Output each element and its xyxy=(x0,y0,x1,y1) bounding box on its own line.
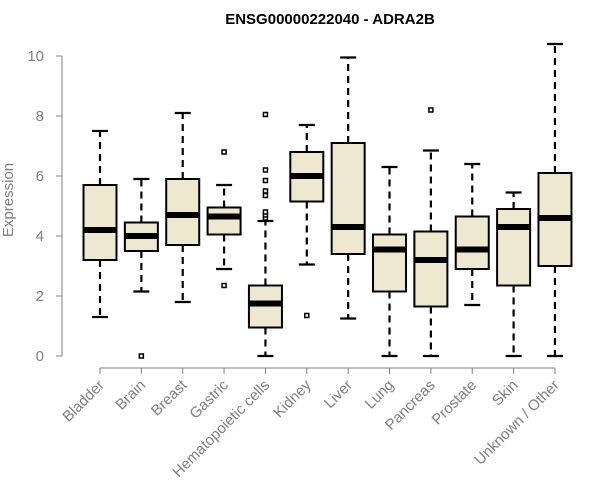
box-group-pancreas xyxy=(413,107,449,358)
box-group-lung xyxy=(372,165,408,358)
x-tick-label: Breast xyxy=(148,376,191,419)
box-group-prostate xyxy=(454,162,490,307)
box-group-unknown-other xyxy=(537,42,573,358)
chart-title: ENSG00000222040 - ADRA2B xyxy=(225,11,435,28)
x-tick-label: Skin xyxy=(489,377,522,410)
y-axis: 0 2 4 6 8 10 xyxy=(27,48,63,365)
y-tick-label: 8 xyxy=(36,108,44,125)
outlier-point xyxy=(262,209,269,215)
outlier-point xyxy=(262,177,269,184)
box-group-skin xyxy=(496,191,532,358)
x-tick-label: Lung xyxy=(362,377,398,413)
outlier-point xyxy=(262,167,269,173)
x-tick-label: Bladder xyxy=(59,377,108,426)
iqr-box xyxy=(413,230,449,308)
y-axis-label: Expression xyxy=(0,163,17,237)
outlier-point xyxy=(304,312,310,319)
box-group-kidney xyxy=(289,123,325,319)
x-tick-label: Brain xyxy=(112,377,149,414)
iqr-box xyxy=(496,208,532,287)
iqr-box xyxy=(330,142,366,255)
y-tick-label: 0 xyxy=(36,348,44,365)
box-group-hematopoietic-cells xyxy=(247,111,283,358)
outlier-point xyxy=(262,192,269,199)
x-tick-label: Kidney xyxy=(270,376,315,421)
iqr-box xyxy=(454,215,490,270)
y-tick-label: 4 xyxy=(36,228,44,245)
iqr-box xyxy=(82,184,118,261)
box-group-breast xyxy=(165,111,201,304)
outlier-point xyxy=(428,107,434,113)
iqr-box xyxy=(206,206,242,236)
outlier-point xyxy=(262,188,269,194)
outlier-point xyxy=(138,353,145,359)
plot-area xyxy=(82,42,573,359)
outlier-point xyxy=(221,282,227,289)
x-tick-label: Prostate xyxy=(429,377,481,429)
outlier-point xyxy=(221,149,227,155)
x-tick-label: Liver xyxy=(321,377,356,412)
outlier-point xyxy=(262,111,269,118)
iqr-box xyxy=(372,233,408,293)
box-group-bladder xyxy=(82,129,118,319)
box-group-brain xyxy=(123,177,159,359)
y-tick-label: 6 xyxy=(36,168,44,185)
box-group-gastric xyxy=(206,149,242,289)
y-tick-label: 10 xyxy=(27,48,44,65)
box-group-liver xyxy=(330,56,366,320)
y-tick-label: 2 xyxy=(36,288,44,305)
